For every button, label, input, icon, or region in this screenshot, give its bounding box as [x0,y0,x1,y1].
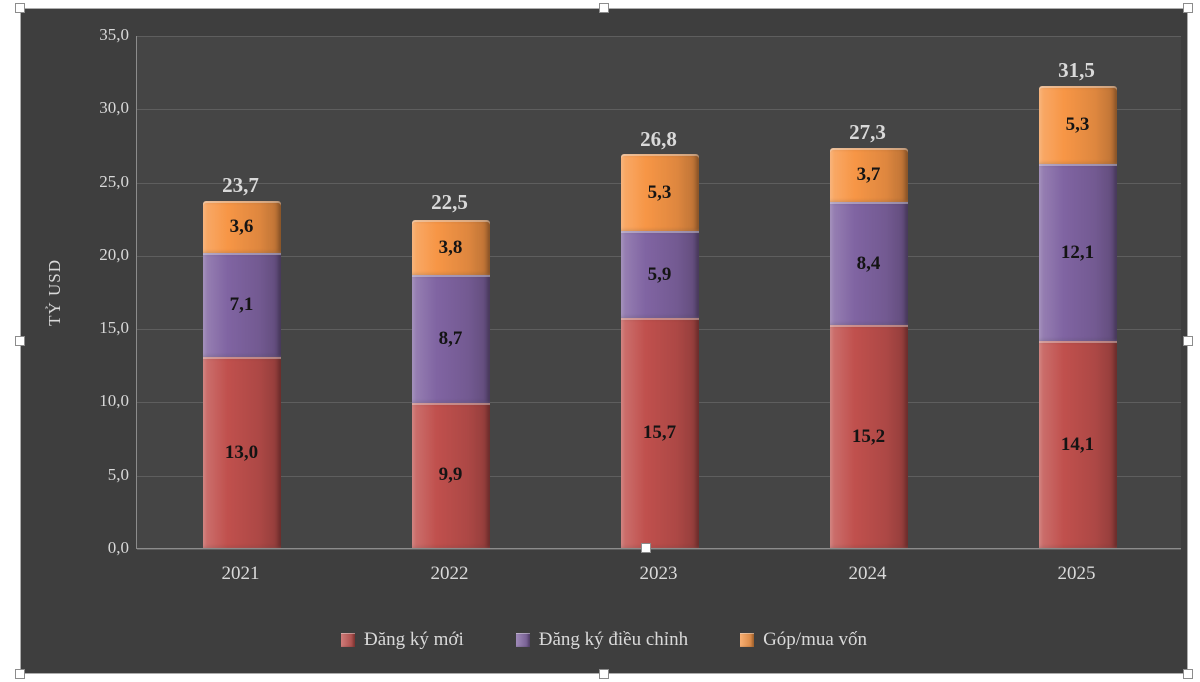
bar-segment-dang-ky-moi[interactable]: 15,2 [829,325,908,548]
bar-segment-dieu-chinh[interactable]: 5,9 [620,231,699,318]
data-label: 8,4 [856,252,881,274]
data-label: 14,1 [1060,433,1095,455]
selection-handle[interactable] [599,3,609,13]
legend-swatch [340,633,355,647]
selection-handle[interactable] [641,543,651,553]
legend: Đăng ký mới Đăng ký điều chỉnh Góp/mua vốn [21,629,1187,651]
x-axis-tick-label: 2023 [639,563,678,584]
legend-item[interactable]: Góp/mua vốn [740,629,867,651]
plot-area[interactable]: 13,0 7,1 3,6 9,9 8,7 3,8 15,7 5,9 5,3 15,2 8,4 3,7 1… [136,36,1181,550]
y-axis-title-wrap: TỶ USD [45,36,65,549]
selection-handle[interactable] [15,3,25,13]
data-label: 3,7 [856,163,881,185]
data-label: 7,1 [229,294,254,316]
total-label: 31,5 [1058,58,1095,83]
bar-segment-gop-mua-von[interactable]: 5,3 [1038,86,1117,164]
bar-segment-gop-mua-von[interactable]: 3,6 [202,200,281,254]
bar-segment-gop-mua-von[interactable]: 3,8 [411,219,490,276]
total-label: 22,5 [431,190,468,215]
selection-handle[interactable] [1183,669,1193,679]
legend-swatch [515,633,530,647]
bar-segment-dang-ky-moi[interactable]: 15,7 [620,317,699,548]
legend-label: Góp/mua vốn [763,629,868,650]
selection-handle[interactable] [15,669,25,679]
legend-swatch [740,633,755,647]
y-axis-tick-label: 30,0 [99,98,129,118]
y-gridline [137,36,1181,37]
legend-label: Đăng ký mới [363,629,464,650]
y-gridline [137,109,1181,111]
y-axis-tick-label: 5,0 [107,464,129,484]
x-axis-tick-label: 2022 [430,563,469,584]
data-label: 12,1 [1060,241,1095,263]
data-label: 5,3 [1065,114,1090,136]
x-axis-tick-label: 2025 [1057,563,1096,584]
bar-segment-gop-mua-von[interactable]: 5,3 [620,153,699,232]
y-axis-tick-label: 0,0 [107,538,129,557]
data-label: 3,8 [438,236,463,258]
bar-segment-dieu-chinh[interactable]: 12,1 [1038,164,1117,342]
y-axis-tick-label: 35,0 [99,25,129,44]
legend-item[interactable]: Đăng ký điều chỉnh [515,629,689,651]
legend-label: Đăng ký điều chỉnh [538,629,689,650]
y-axis-title: TỶ USD [45,259,64,326]
bar-segment-dang-ky-moi[interactable]: 9,9 [411,402,490,548]
chart-frame[interactable]: TỶ USD 13,0 7,1 3,6 9,9 8,7 3,8 15,7 5,9 5,3 15,2… [20,8,1188,674]
data-label: 13,0 [224,441,259,463]
bar-segment-gop-mua-von[interactable]: 3,7 [829,147,908,203]
x-axis-tick-label: 2021 [221,563,260,584]
data-label: 5,3 [647,181,672,203]
selection-handle[interactable] [1183,3,1193,13]
y-axis-tick-label: 25,0 [99,171,129,191]
data-label: 9,9 [438,464,463,486]
total-label: 27,3 [849,119,886,144]
selection-handle[interactable] [15,336,25,346]
x-axis-tick-label: 2024 [848,563,887,584]
bar-segment-dang-ky-moi[interactable]: 13,0 [202,357,281,548]
y-axis-tick-label: 10,0 [99,391,129,411]
y-axis-tick-label: 20,0 [99,244,129,264]
bar-segment-dieu-chinh[interactable]: 8,7 [411,275,490,403]
total-label: 23,7 [222,172,259,197]
legend-item[interactable]: Đăng ký mới [340,629,464,651]
bar-segment-dang-ky-moi[interactable]: 14,1 [1038,341,1117,548]
selection-handle[interactable] [1183,336,1193,346]
selection-handle[interactable] [599,669,609,679]
data-label: 3,6 [229,216,254,238]
y-axis-tick-label: 15,0 [99,318,129,338]
total-label: 26,8 [640,127,677,152]
data-label: 5,9 [647,263,672,285]
y-gridline [137,549,1181,550]
bar-segment-dieu-chinh[interactable]: 8,4 [829,202,908,326]
data-label: 15,2 [851,425,886,447]
data-label: 15,7 [642,421,677,443]
data-label: 8,7 [438,328,463,350]
bar-segment-dieu-chinh[interactable]: 7,1 [202,253,281,358]
